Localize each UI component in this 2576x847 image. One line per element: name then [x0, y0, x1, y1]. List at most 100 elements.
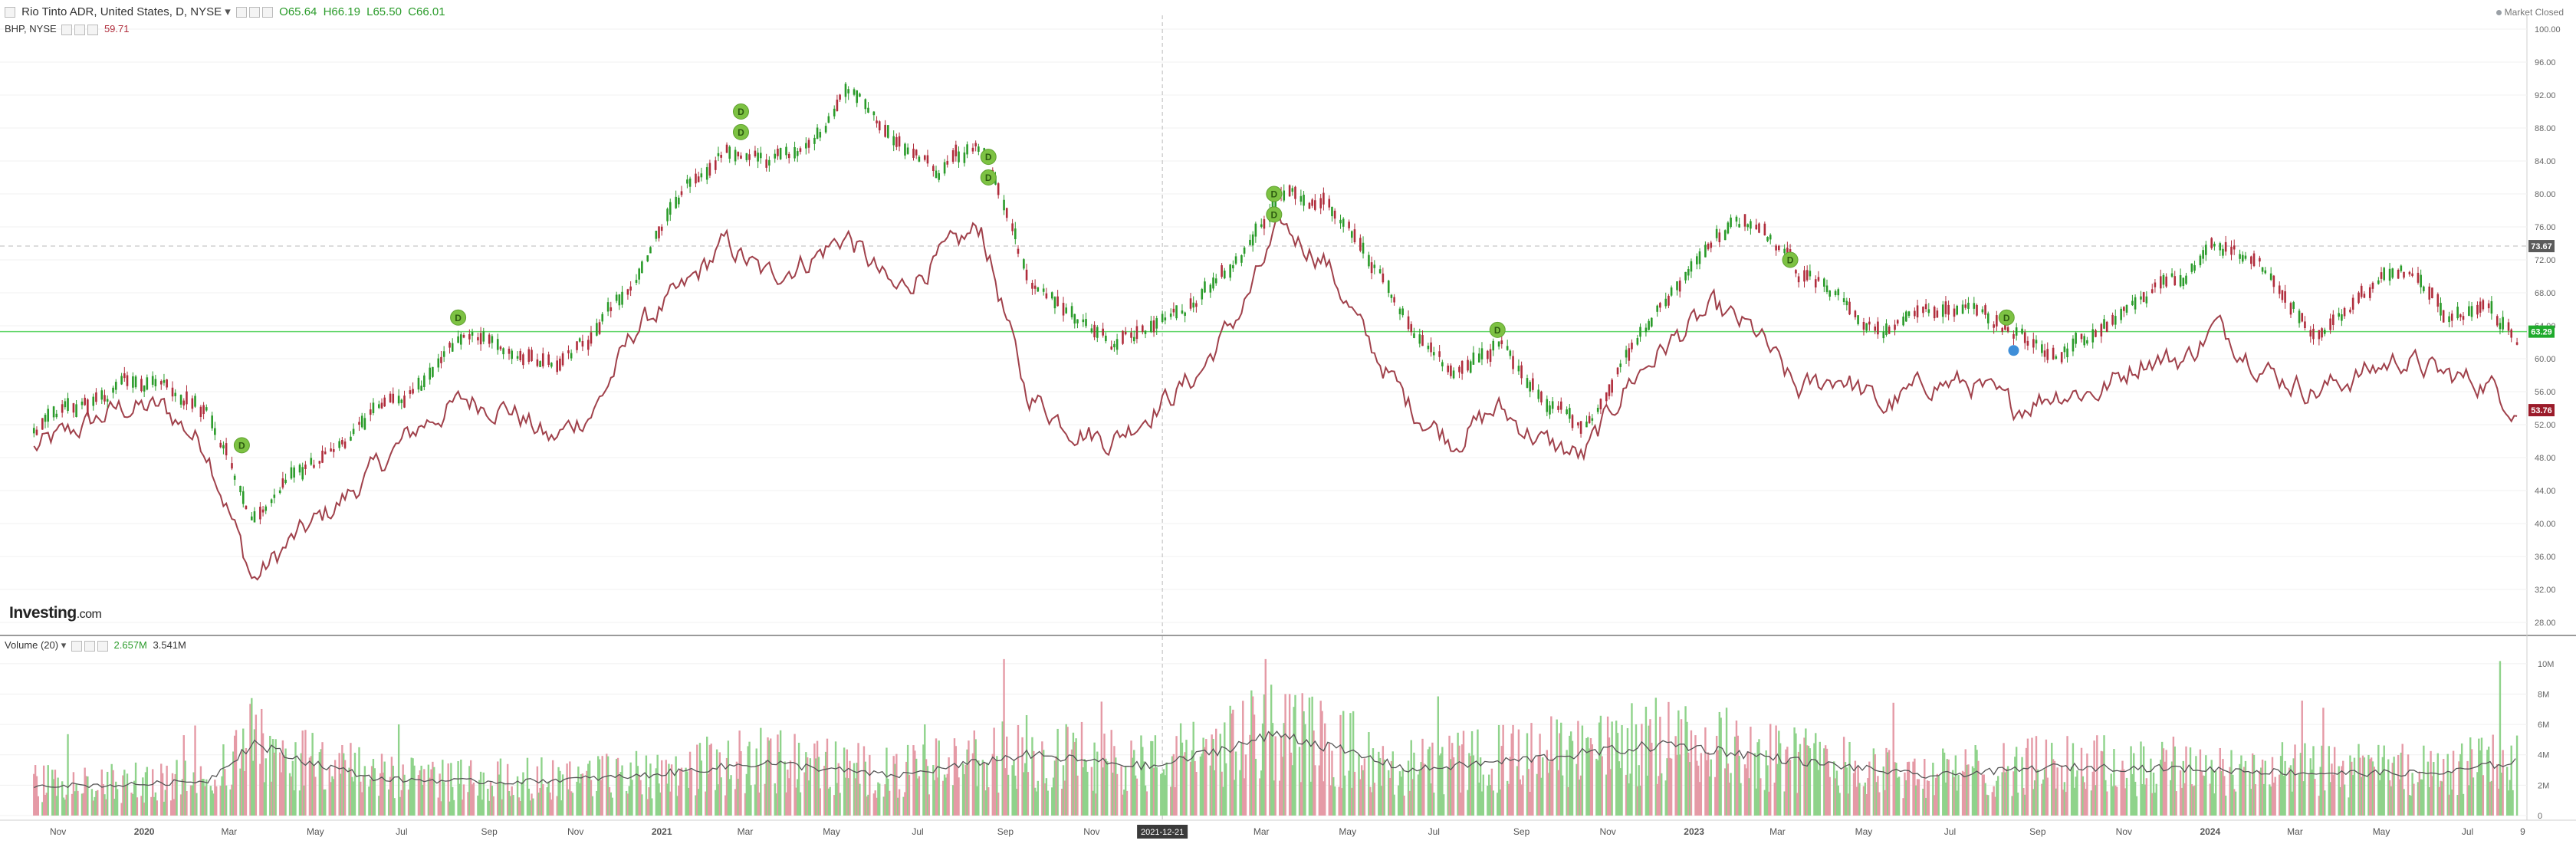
- visibility-icon[interactable]: [84, 640, 95, 652]
- volume-bar: [658, 783, 660, 816]
- volume-bar: [263, 782, 266, 816]
- close-icon[interactable]: [87, 24, 99, 35]
- candle-body: [1062, 303, 1065, 316]
- candle-body: [1803, 270, 1806, 282]
- dividend-marker[interactable]: [980, 149, 997, 166]
- volume-bar: [1303, 711, 1305, 816]
- dividend-marker[interactable]: [1489, 321, 1506, 338]
- main-symbol[interactable]: Rio Tinto ADR, United States, D, NYSE: [21, 5, 222, 18]
- volume-tick-label: 0: [2538, 812, 2542, 821]
- collapse-icon[interactable]: [5, 7, 15, 18]
- volume-bar: [264, 758, 267, 816]
- volume-bar: [1522, 775, 1524, 816]
- candle-body: [2035, 340, 2038, 344]
- candle-body: [1294, 186, 1296, 199]
- candle-body: [1477, 353, 1480, 363]
- dividend-marker[interactable]: [980, 169, 997, 185]
- volume-bar: [1758, 739, 1760, 816]
- crosshair-date-box: [1137, 825, 1188, 839]
- volume-bar: [779, 730, 782, 816]
- volume-bar: [1882, 766, 1884, 816]
- close-icon[interactable]: [262, 7, 273, 18]
- volume-bar: [1631, 703, 1633, 816]
- dividend-marker[interactable]: [1998, 309, 2015, 326]
- visibility-icon[interactable]: [249, 7, 260, 18]
- candle-body: [1393, 297, 1395, 303]
- close-icon[interactable]: [97, 640, 108, 652]
- settings-icon[interactable]: [61, 24, 73, 35]
- volume-bar: [502, 782, 504, 816]
- volume-bar: [442, 782, 445, 816]
- volume-bar: [777, 734, 779, 816]
- volume-bar: [2381, 757, 2384, 816]
- volume-bar: [1991, 792, 1994, 816]
- candle-body: [211, 415, 213, 428]
- visibility-icon[interactable]: [74, 24, 86, 35]
- volume-bar: [1591, 744, 1594, 816]
- volume-bar: [2462, 793, 2465, 816]
- volume-bar: [1547, 773, 1549, 816]
- volume-bar: [665, 760, 667, 816]
- candle-body: [2032, 339, 2035, 348]
- volume-bar: [124, 784, 127, 816]
- volume-bar: [2145, 778, 2148, 816]
- candle-body: [1487, 350, 1489, 359]
- dividend-marker[interactable]: [450, 309, 467, 326]
- dividend-marker[interactable]: [1266, 185, 1283, 202]
- volume-bar: [1676, 754, 1678, 816]
- volume-bar: [229, 789, 232, 816]
- volume-bar: [1105, 758, 1107, 816]
- volume-bar: [539, 787, 541, 816]
- chevron-down-icon[interactable]: ▾: [61, 639, 67, 651]
- volume-bar: [54, 770, 57, 816]
- volume-bar: [2349, 755, 2351, 816]
- settings-icon[interactable]: [71, 640, 82, 652]
- candle-body: [745, 153, 748, 160]
- compare-symbol[interactable]: BHP, NYSE: [5, 23, 57, 34]
- candle-body: [2397, 270, 2400, 279]
- candle-body: [2349, 309, 2351, 313]
- volume-bar: [747, 746, 749, 816]
- candle-body: [1936, 310, 1939, 318]
- volume-ma-line: [34, 730, 2516, 789]
- volume-bar: [2383, 745, 2385, 816]
- volume-bar: [2025, 747, 2028, 816]
- volume-bar: [51, 770, 54, 816]
- candle-body: [1588, 415, 1591, 424]
- dividend-marker[interactable]: [732, 103, 749, 120]
- volume-bar: [1291, 765, 1294, 816]
- dividend-marker[interactable]: [732, 123, 749, 140]
- candle-body: [615, 294, 618, 301]
- volume-bar: [222, 744, 225, 816]
- candle-body: [174, 392, 177, 396]
- volume-bar: [420, 765, 422, 816]
- dividend-marker[interactable]: [233, 437, 250, 454]
- volume-bar: [1442, 794, 1445, 816]
- volume-bar: [499, 758, 502, 816]
- volume-bar: [255, 714, 258, 816]
- volume-bar: [2430, 750, 2432, 816]
- volume-bar: [422, 784, 424, 816]
- chevron-down-icon[interactable]: ▾: [225, 5, 231, 18]
- settings-icon[interactable]: [236, 7, 247, 18]
- dividend-marker[interactable]: [1782, 251, 1799, 268]
- dividend-marker[interactable]: [1266, 206, 1283, 223]
- volume-bar: [102, 783, 104, 816]
- candle-body: [1353, 229, 1356, 243]
- volume-bar: [383, 761, 386, 816]
- split-marker[interactable]: [2008, 345, 2019, 356]
- volume-bar: [1215, 728, 1217, 816]
- volume-bar: [2388, 780, 2391, 816]
- volume-bar: [1725, 707, 1728, 816]
- volume-bar: [2076, 770, 2078, 816]
- volume-bar: [837, 763, 840, 816]
- candle-body: [1489, 349, 1492, 363]
- volume-label[interactable]: Volume (20): [5, 639, 59, 651]
- volume-bar: [2155, 783, 2157, 816]
- volume-bar: [1283, 723, 1285, 816]
- volume-bar: [778, 751, 780, 816]
- volume-bar: [948, 757, 950, 816]
- volume-bar: [300, 753, 303, 816]
